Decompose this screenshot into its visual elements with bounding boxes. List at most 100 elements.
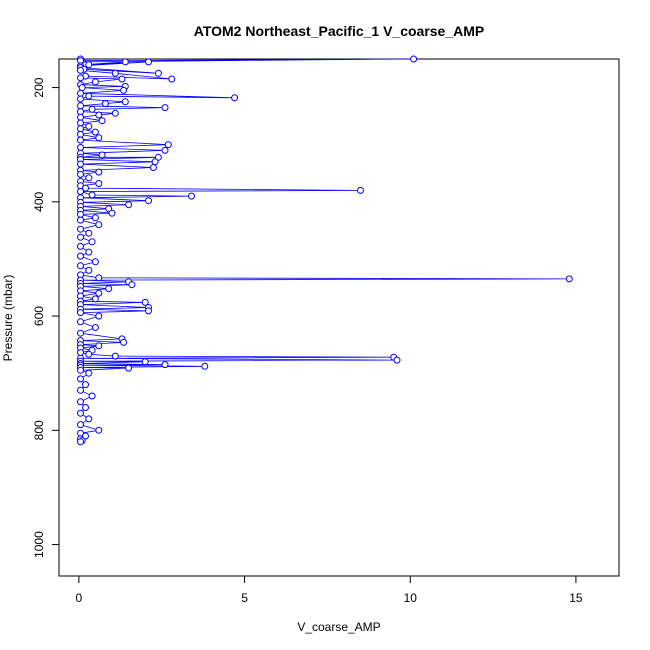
data-point xyxy=(125,201,133,209)
data-point xyxy=(98,151,106,159)
series-line xyxy=(78,58,570,443)
data-point xyxy=(95,312,103,320)
plot-area xyxy=(77,55,573,446)
data-point xyxy=(77,421,84,429)
data-point xyxy=(118,75,126,83)
y-tick-label: 800 xyxy=(32,420,46,440)
data-point xyxy=(77,95,84,103)
data-point xyxy=(201,362,209,370)
data-point xyxy=(77,125,84,133)
data-point xyxy=(161,104,169,112)
data-point xyxy=(77,89,84,97)
data-point xyxy=(231,94,239,102)
data-point xyxy=(85,122,93,130)
x-tick-label: 10 xyxy=(404,591,418,605)
data-point xyxy=(95,342,103,350)
y-tick-label: 1000 xyxy=(32,531,46,558)
data-point xyxy=(88,105,96,113)
data-point xyxy=(85,350,93,358)
data-point xyxy=(95,134,103,142)
data-point xyxy=(77,262,84,270)
data-point xyxy=(95,289,103,297)
data-point xyxy=(77,66,84,74)
data-point xyxy=(77,233,84,241)
data-point xyxy=(77,366,84,374)
data-point xyxy=(154,69,162,77)
data-point xyxy=(121,98,129,106)
data-point xyxy=(77,375,84,383)
data-point xyxy=(95,221,103,229)
data-point xyxy=(161,146,169,154)
data-point xyxy=(125,364,133,372)
data-point xyxy=(120,86,128,94)
data-point xyxy=(188,192,195,200)
data-point xyxy=(164,141,172,149)
data-point xyxy=(141,298,149,306)
data-point xyxy=(145,197,152,205)
data-point xyxy=(77,130,84,138)
data-point xyxy=(77,216,84,224)
data-point xyxy=(141,358,149,366)
data-point xyxy=(82,404,89,411)
data-point xyxy=(77,108,84,116)
x-axis: 0 5 10 15 xyxy=(76,575,583,605)
data-point xyxy=(565,275,573,283)
data-point xyxy=(85,248,93,256)
data-point xyxy=(77,398,84,406)
data-point xyxy=(77,309,84,317)
data-point xyxy=(77,252,84,260)
data-point xyxy=(77,349,84,357)
data-point xyxy=(77,438,84,446)
plot-frame xyxy=(58,58,620,577)
data-point xyxy=(77,188,84,195)
data-point xyxy=(77,74,84,82)
data-point xyxy=(77,102,84,110)
data-point xyxy=(149,164,157,171)
data-point xyxy=(357,186,364,194)
x-tick-label: 15 xyxy=(569,591,583,605)
data-point xyxy=(77,329,84,337)
data-point xyxy=(95,111,103,119)
y-tick-label: 200 xyxy=(32,77,46,97)
data-point xyxy=(145,58,152,66)
data-point xyxy=(88,191,96,199)
data-point xyxy=(145,307,152,315)
data-point xyxy=(77,225,84,233)
x-tick-label: 5 xyxy=(241,591,248,605)
data-point xyxy=(91,295,99,303)
data-point xyxy=(151,158,159,166)
data-point xyxy=(393,356,401,364)
data-point xyxy=(95,168,103,176)
data-point xyxy=(77,210,84,218)
data-point xyxy=(95,426,103,434)
y-axis-label: Pressure (mbar) xyxy=(1,275,15,362)
data-point xyxy=(108,209,116,217)
data-point xyxy=(85,61,93,69)
data-point xyxy=(77,160,84,168)
data-point xyxy=(77,242,84,250)
data-point xyxy=(88,238,96,246)
data-point xyxy=(121,58,129,66)
data-point xyxy=(410,55,418,63)
x-tick-label: 0 xyxy=(76,591,83,605)
data-point xyxy=(91,214,99,222)
x-axis-label: V_coarse_AMP xyxy=(297,620,380,634)
data-point xyxy=(77,386,84,394)
data-point xyxy=(111,69,119,77)
data-point xyxy=(85,369,93,377)
data-point xyxy=(91,258,99,266)
data-point xyxy=(91,78,99,86)
data-point xyxy=(95,180,103,187)
data-point xyxy=(91,128,99,136)
data-point xyxy=(78,84,86,92)
data-point xyxy=(77,409,84,417)
data-point xyxy=(77,318,84,326)
data-point xyxy=(82,432,89,440)
data-point xyxy=(77,170,84,178)
data-point xyxy=(101,100,109,108)
data-point xyxy=(91,324,99,331)
y-tick-label: 600 xyxy=(32,306,46,326)
data-point xyxy=(85,229,93,237)
data-point xyxy=(161,361,169,369)
